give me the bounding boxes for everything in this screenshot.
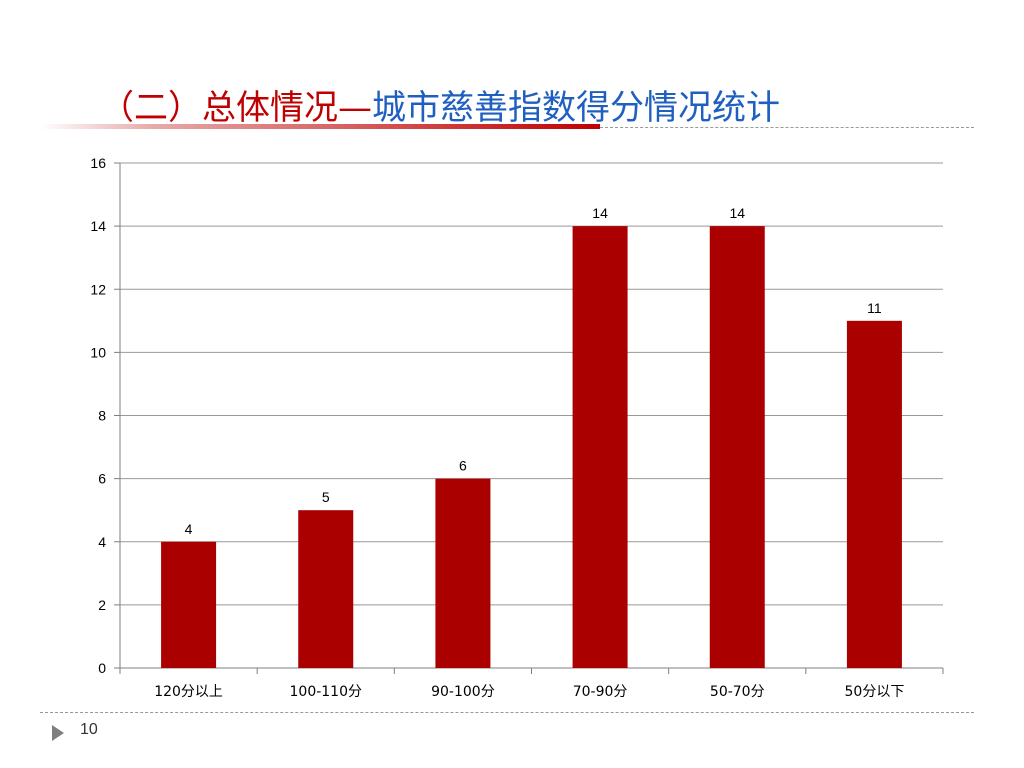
y-tick-label: 6 xyxy=(98,471,106,487)
y-tick-label: 12 xyxy=(90,281,106,297)
bar-1 xyxy=(161,541,217,668)
x-tick-label: 100-110分 xyxy=(290,684,363,700)
bar-2 xyxy=(298,510,354,668)
x-tick-label: 90-100分 xyxy=(431,684,495,700)
data-label: 14 xyxy=(592,205,608,221)
y-tick-label: 10 xyxy=(90,344,106,360)
bar-5 xyxy=(709,226,765,668)
title-dashed-rule xyxy=(600,127,974,128)
bar-4 xyxy=(572,226,628,668)
x-tick-label: 120分以上 xyxy=(154,684,223,700)
data-label: 14 xyxy=(729,205,745,221)
bar-6 xyxy=(846,320,902,668)
title-red-part: （二）总体情况— xyxy=(100,88,372,128)
triangle-right-icon xyxy=(52,725,64,741)
y-tick-label: 0 xyxy=(98,660,106,676)
footer-dashed-rule xyxy=(40,712,974,713)
data-label: 6 xyxy=(459,458,467,474)
title-underline xyxy=(40,124,600,129)
y-tick-label: 16 xyxy=(90,155,106,171)
bar-3 xyxy=(435,478,491,668)
page-number: 10 xyxy=(80,721,98,738)
data-label: 11 xyxy=(867,300,882,316)
slide-title: （二）总体情况—城市慈善指数得分情况统计 xyxy=(100,80,780,129)
title-blue-part: 城市慈善指数得分情况统计 xyxy=(372,88,780,128)
data-label: 5 xyxy=(322,489,330,505)
y-tick-label: 2 xyxy=(98,597,106,613)
y-tick-label: 14 xyxy=(90,218,106,234)
x-tick-label: 50-70分 xyxy=(710,684,765,700)
y-tick-label: 4 xyxy=(98,534,106,550)
x-tick-label: 50分以下 xyxy=(845,684,905,700)
y-tick-label: 8 xyxy=(98,408,106,424)
x-tick-label: 70-90分 xyxy=(573,684,628,700)
data-label: 4 xyxy=(185,521,193,537)
